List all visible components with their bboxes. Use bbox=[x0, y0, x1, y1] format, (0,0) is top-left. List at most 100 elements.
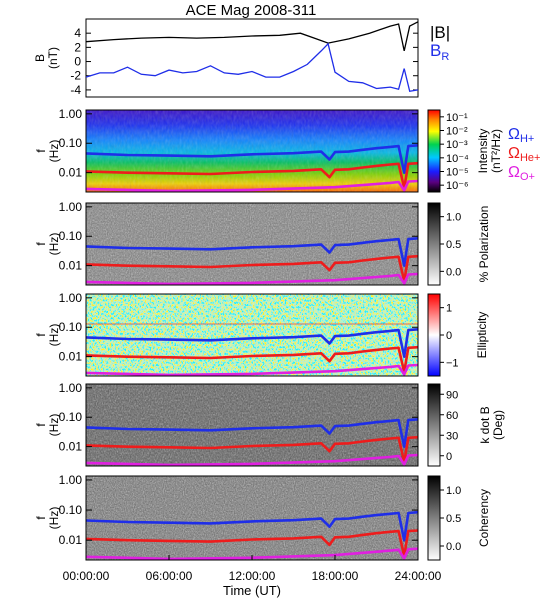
b-magnitude-line bbox=[85, 21, 419, 52]
b-radial-line bbox=[85, 42, 419, 93]
panel-ellipticity: 1.00 0.10 0.01 f (Hz) 1 0 −1 Ellipticity bbox=[34, 291, 489, 377]
polarization-yunit: (Hz) bbox=[47, 233, 61, 256]
legend-omega-o: ΩO+ bbox=[508, 164, 535, 183]
colorbar-tick-label: 1.0 bbox=[446, 212, 461, 224]
panel-coherency: 1.00 0.10 0.01 f (Hz) 1.0 0.5 0.0 Coherency bbox=[34, 473, 491, 561]
kdotb-colorbar bbox=[427, 383, 441, 467]
freq-ytick-label: 1.00 bbox=[59, 473, 83, 487]
x-tick-label: 00:00:00 bbox=[63, 569, 110, 583]
freq-ytick-label: 0.10 bbox=[59, 320, 83, 334]
kdotb-frame bbox=[85, 383, 419, 467]
colorbar-tick-label: 10⁻⁵ bbox=[446, 167, 469, 179]
freq-ytick-label: 0.10 bbox=[59, 503, 83, 517]
intensity-texture bbox=[86, 110, 418, 192]
kdotb-colorbar-label: k dot B bbox=[478, 406, 492, 443]
freq-ytick-label: 0.01 bbox=[59, 166, 83, 180]
b-ytick-label: -2 bbox=[70, 69, 81, 83]
ellipticity-colorbar-ticks: 1 0 −1 bbox=[440, 303, 459, 369]
coherency-ylabel: f bbox=[34, 516, 48, 520]
polarization-frame bbox=[85, 202, 419, 286]
coherency-yunit: (Hz) bbox=[47, 507, 61, 530]
gyro-o-line bbox=[85, 547, 419, 561]
ellipticity-frame bbox=[85, 293, 419, 377]
polarization-texture bbox=[86, 203, 418, 285]
gyro-o-line bbox=[85, 363, 419, 377]
panel-polarization: 1.00 0.10 0.01 f (Hz) 1.0 0.5 0.0 % Polariza… bbox=[34, 200, 491, 286]
freq-ytick-label: 0.01 bbox=[59, 350, 83, 364]
colorbar-tick-label: 0.0 bbox=[446, 266, 461, 278]
kdotb-yunit: (Hz) bbox=[47, 414, 61, 437]
ellipticity-yticks: 1.00 0.10 0.01 bbox=[59, 291, 418, 364]
freq-ytick-label: 1.00 bbox=[59, 381, 83, 395]
gyro-h-line bbox=[85, 418, 419, 449]
colorbar-tick-label: 10⁻⁶ bbox=[446, 180, 469, 192]
colorbar-tick-label: 60 bbox=[446, 410, 458, 422]
gyro-he-line bbox=[85, 435, 419, 464]
legend-omega-h-name: Ω bbox=[508, 126, 520, 143]
polarization-yticks: 1.00 0.10 0.01 bbox=[59, 200, 418, 273]
colorbar-tick-label: 30 bbox=[446, 430, 458, 442]
freq-ytick-label: 0.10 bbox=[59, 410, 83, 424]
colorbar-tick-label: 0 bbox=[446, 330, 452, 342]
panel-b-yticks: 420-2-4 bbox=[70, 26, 418, 97]
legend-b-magnitude: |B| bbox=[430, 23, 450, 42]
ellipticity-colorbar-label: Ellipticity bbox=[475, 312, 489, 359]
gyro-h-line bbox=[85, 144, 419, 174]
panel-b-frame bbox=[85, 18, 419, 98]
x-tick-label: 24:00:00 bbox=[395, 569, 442, 583]
freq-ytick-label: 0.10 bbox=[59, 229, 83, 243]
coherency-yticks: 1.00 0.10 0.01 bbox=[59, 473, 418, 547]
freq-ytick-label: 1.00 bbox=[59, 291, 83, 305]
coherency-gyro-lines bbox=[85, 510, 419, 561]
polarization-colorbar-ticks: 1.0 0.5 0.0 bbox=[440, 212, 461, 278]
coherency-texture bbox=[86, 476, 418, 560]
legend-omega-h: ΩH+ bbox=[508, 126, 534, 145]
intensity-frame bbox=[85, 109, 419, 193]
kdotb-gyro-lines bbox=[85, 418, 419, 467]
ellipticity-texture bbox=[86, 294, 418, 376]
legend-b-radial: BR bbox=[430, 41, 449, 63]
gyro-he-line bbox=[85, 161, 419, 190]
colorbar-tick-label: 10⁻¹ bbox=[446, 112, 468, 124]
kdotb-texture bbox=[86, 384, 418, 466]
gyro-he-line bbox=[85, 254, 419, 283]
kdotb-colorbar-unit: (Deg) bbox=[491, 410, 505, 440]
polarization-colorbar-label: % Polarization bbox=[477, 206, 491, 283]
coherency-colorbar-label: Coherency bbox=[477, 489, 491, 547]
polarization-ylabel: f bbox=[34, 242, 48, 246]
legend-omega-he: ΩHe+ bbox=[508, 145, 540, 164]
freq-ytick-label: 0.01 bbox=[59, 440, 83, 454]
x-axis-label: Time (UT) bbox=[223, 583, 281, 598]
gyro-he-line bbox=[85, 345, 419, 374]
colorbar-tick-label: 0.0 bbox=[446, 541, 461, 553]
freq-ytick-label: 1.00 bbox=[59, 107, 83, 121]
b-ytick-label: 2 bbox=[74, 40, 81, 54]
intensity-colorbar-ticks: 10⁻¹ 10⁻²10⁻³ 10⁻⁴ 10⁻⁵10⁻⁶ bbox=[440, 112, 469, 192]
panel-b-series bbox=[85, 21, 419, 93]
legend-b-radial-name: B bbox=[430, 41, 441, 60]
ellipticity-gyro-lines bbox=[85, 328, 419, 377]
x-axis: 00:00:00 06:00:00 12:00:00 18:00:00 24:00:00 bbox=[63, 555, 442, 583]
gyro-he-line bbox=[85, 529, 419, 558]
colorbar-tick-label: 0.5 bbox=[446, 513, 461, 525]
x-tick-label: 12:00:00 bbox=[229, 569, 276, 583]
legend-omega-he-name: Ω bbox=[508, 145, 520, 162]
legend-omega-o-name: Ω bbox=[508, 164, 520, 181]
kdotb-ylabel: f bbox=[34, 423, 48, 427]
gyro-h-line bbox=[85, 510, 419, 542]
ellipticity-colorbar bbox=[427, 293, 441, 377]
panel-b-field: 420-2-4 B (nT) |B| BR bbox=[33, 18, 450, 98]
intensity-gyro-lines bbox=[85, 144, 419, 193]
b-ytick-label: -4 bbox=[70, 83, 81, 97]
b-ytick-label: 0 bbox=[74, 55, 81, 69]
legend-omega-he-sub: He+ bbox=[520, 152, 541, 164]
polarization-colorbar bbox=[427, 202, 441, 286]
colorbar-tick-label: −1 bbox=[446, 357, 459, 369]
gyro-legend: ΩH+ ΩHe+ ΩO+ bbox=[508, 126, 540, 183]
polarization-gyro-lines bbox=[85, 237, 419, 286]
freq-ytick-label: 1.00 bbox=[59, 200, 83, 214]
gyro-o-line bbox=[85, 272, 419, 286]
x-tick-label: 06:00:00 bbox=[146, 569, 193, 583]
freq-ytick-label: 0.10 bbox=[59, 136, 83, 150]
colorbar-tick-label: 10⁻⁴ bbox=[446, 153, 469, 165]
